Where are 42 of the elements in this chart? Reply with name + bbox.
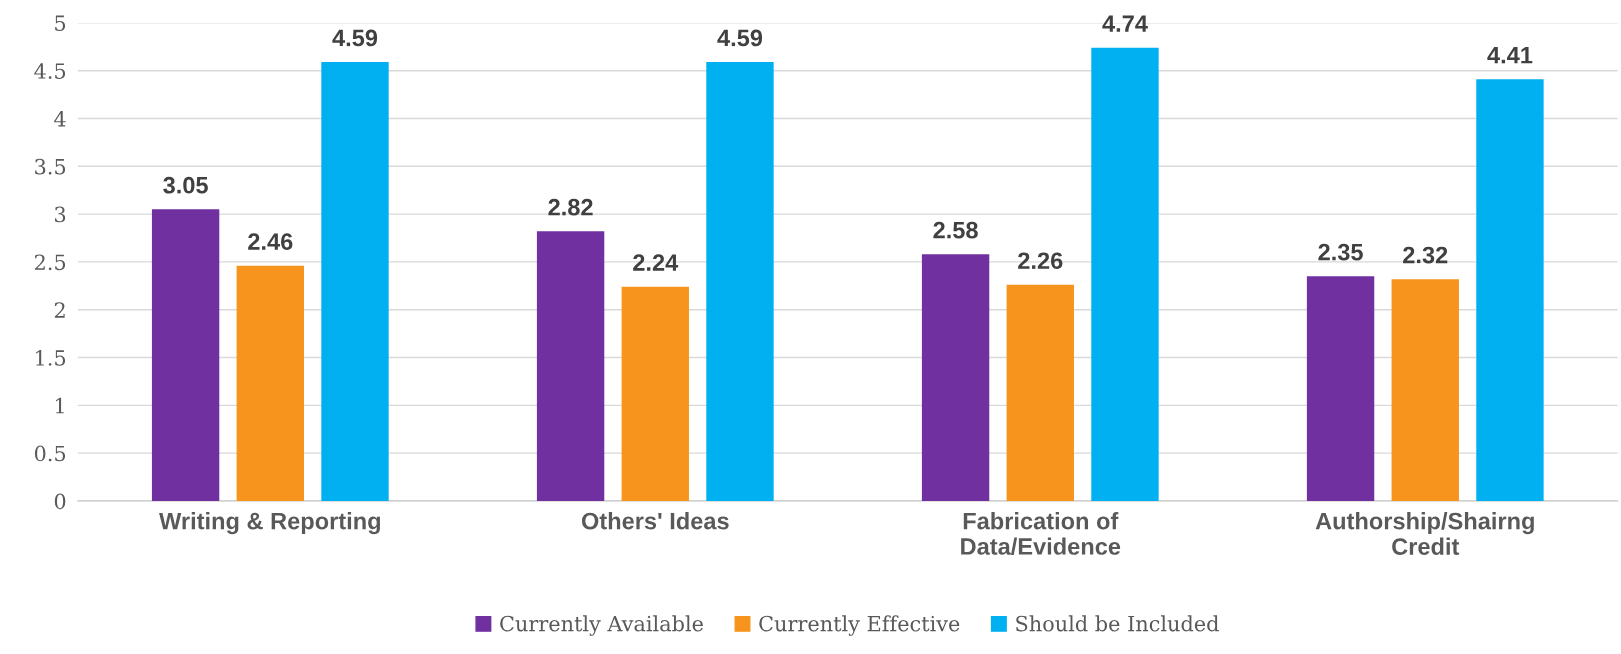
y-tick-label: 2 [54,302,65,318]
data-label: 2.46 [248,233,293,250]
x-tick-label: Writing & Reporting [159,512,380,535]
legend-label: Should be Included [1016,615,1219,632]
legend-label: Currently Effective [759,615,960,636]
legend-label: Currently Available [500,615,703,636]
y-tick-label: 0 [54,493,66,510]
x-tick-label: Fabrication of Data/Evidence [961,512,1121,556]
y-tick-label: 3.5 [35,158,66,175]
y-tick-label: 0.5 [34,445,66,462]
bar [321,62,389,501]
data-label: 2.35 [1318,243,1363,261]
y-tick-label: 1.5 [36,349,66,366]
y-tick-label: 5 [55,15,66,32]
data-label: 2.58 [933,221,978,239]
bar [1306,276,1375,501]
bar [236,265,304,501]
data-label: 4.74 [1102,15,1148,32]
bar [536,231,605,501]
y-tick-label: 2.5 [34,254,66,271]
y-tick-label: 4.5 [34,63,66,79]
bar [1006,284,1074,501]
y-tick-label: 1 [55,397,64,414]
data-label: 2.26 [1018,252,1063,270]
data-label: 4.41 [1487,47,1533,64]
bar [1476,79,1544,501]
bar [921,254,990,501]
x-tick-label: Authorship/Shairng Credit [1315,512,1534,555]
data-label: 4.59 [332,29,378,47]
bar [151,209,220,501]
y-tick-label: 3 [55,206,66,223]
x-tick-label: Others' Ideas [581,512,729,530]
data-label: 2.32 [1403,246,1448,264]
data-label: 2.82 [548,198,593,216]
y-tick-label: 4 [54,110,66,127]
bar [706,62,774,501]
data-label: 3.05 [163,176,208,194]
data-label: 2.24 [633,254,679,271]
bar [1091,47,1159,501]
bar [1391,279,1459,501]
data-label: 4.59 [717,29,763,47]
bar [621,286,689,501]
